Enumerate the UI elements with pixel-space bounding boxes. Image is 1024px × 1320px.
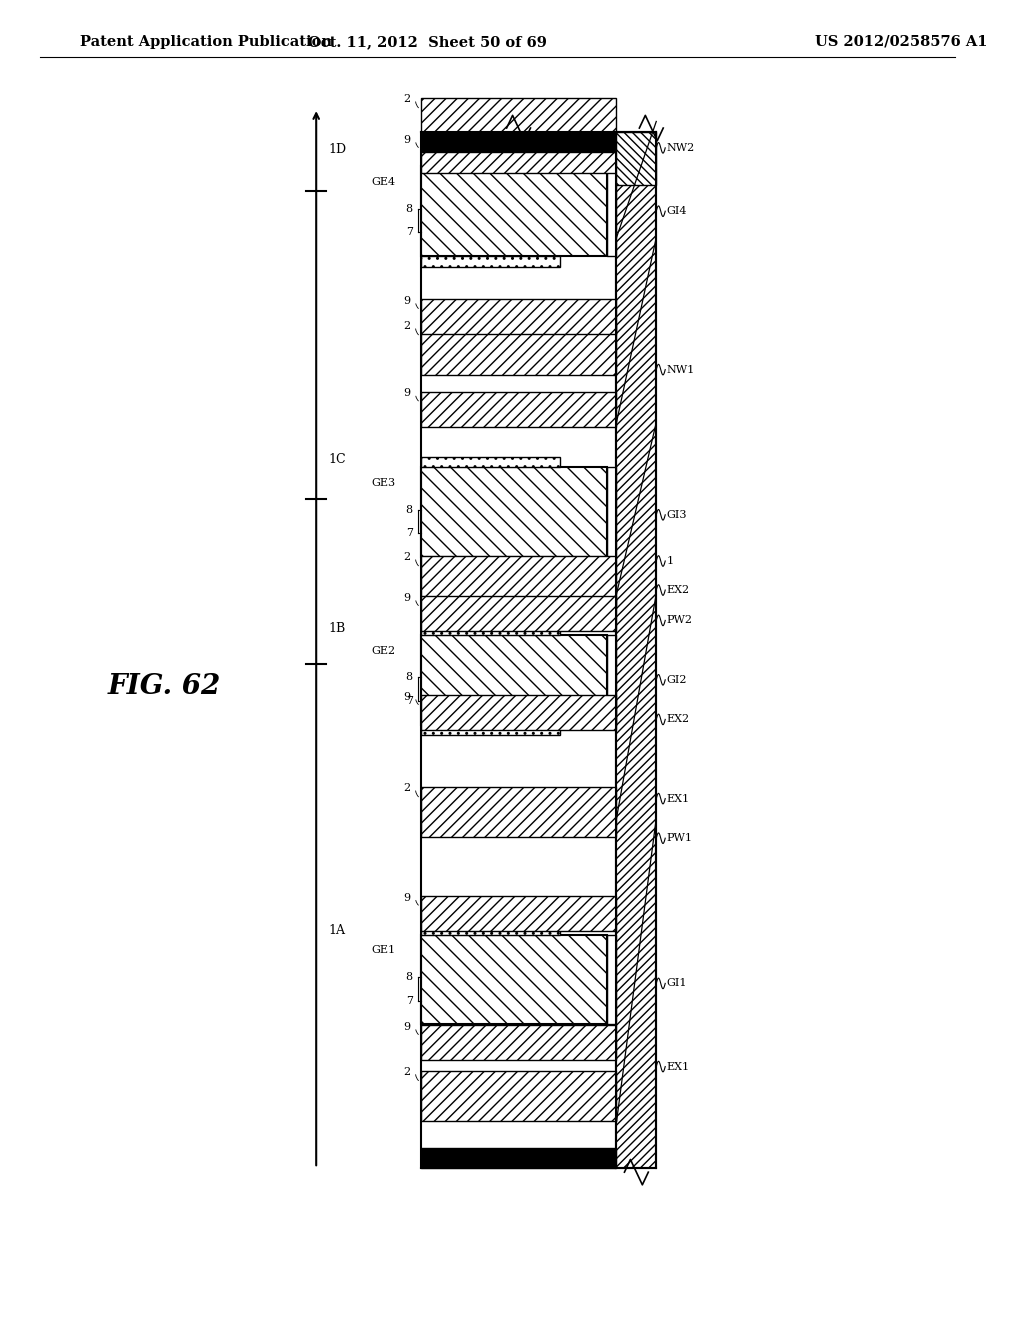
Bar <box>606 635 616 725</box>
Text: EX1: EX1 <box>667 793 689 804</box>
Bar <box>616 132 656 185</box>
Text: 7: 7 <box>406 227 413 238</box>
Text: FIG. 62: FIG. 62 <box>108 673 221 700</box>
Bar <box>606 166 616 256</box>
Bar <box>421 924 560 935</box>
Text: 7: 7 <box>406 995 413 1006</box>
Text: 2: 2 <box>403 552 411 562</box>
Text: 1D: 1D <box>328 143 346 156</box>
Text: EX1: EX1 <box>667 1061 689 1072</box>
Text: 8: 8 <box>406 672 413 682</box>
Bar <box>421 139 616 173</box>
Bar <box>421 1024 560 1035</box>
Bar <box>421 467 606 557</box>
Bar <box>616 132 656 1168</box>
Text: 1C: 1C <box>328 453 346 466</box>
Text: GI1: GI1 <box>667 978 687 989</box>
Text: 8: 8 <box>406 972 413 982</box>
Text: 1A: 1A <box>328 924 345 937</box>
Bar <box>421 256 560 267</box>
Text: GI3: GI3 <box>667 510 687 520</box>
Text: 7: 7 <box>406 528 413 539</box>
Text: 1: 1 <box>667 556 674 566</box>
Text: 2: 2 <box>403 1067 411 1077</box>
Text: PW2: PW2 <box>667 615 692 626</box>
Text: US 2012/0258576 A1: US 2012/0258576 A1 <box>815 34 988 49</box>
Text: GE3: GE3 <box>372 478 395 488</box>
Text: GE2: GE2 <box>372 645 395 656</box>
Bar <box>421 935 606 1024</box>
Text: 9: 9 <box>403 1022 411 1032</box>
Bar <box>421 325 616 375</box>
Bar <box>421 725 560 735</box>
Text: 9: 9 <box>403 135 411 145</box>
Text: GE4: GE4 <box>372 177 395 187</box>
Bar <box>421 457 560 467</box>
Text: EX2: EX2 <box>667 585 689 595</box>
Bar <box>421 597 616 631</box>
Text: Patent Application Publication: Patent Application Publication <box>80 34 332 49</box>
Bar <box>421 98 616 148</box>
Bar <box>421 392 616 426</box>
Text: 9: 9 <box>403 892 411 903</box>
Bar <box>421 132 616 152</box>
Text: EX2: EX2 <box>667 714 689 725</box>
Bar <box>421 696 616 730</box>
Text: GE1: GE1 <box>372 945 395 956</box>
Text: 2: 2 <box>403 94 411 104</box>
Bar <box>421 556 616 606</box>
Bar <box>421 1026 616 1060</box>
Text: NW1: NW1 <box>667 364 694 375</box>
Text: NW2: NW2 <box>667 143 694 153</box>
Bar <box>421 166 606 256</box>
Bar <box>606 935 616 1024</box>
Bar <box>421 624 560 635</box>
Text: 9: 9 <box>403 593 411 603</box>
Text: GI2: GI2 <box>667 675 687 685</box>
Text: 7: 7 <box>406 696 413 706</box>
Text: PW1: PW1 <box>667 833 692 843</box>
Text: 1B: 1B <box>328 622 345 635</box>
Text: 2: 2 <box>403 783 411 793</box>
Text: 9: 9 <box>403 388 411 399</box>
Bar <box>606 467 616 557</box>
Text: 9: 9 <box>403 296 411 306</box>
Text: 8: 8 <box>406 504 413 515</box>
Bar <box>421 1148 616 1168</box>
Bar <box>421 896 616 931</box>
Text: 9: 9 <box>403 692 411 702</box>
Text: 8: 8 <box>406 203 413 214</box>
Bar <box>421 156 560 166</box>
Bar <box>421 1071 616 1121</box>
Bar <box>421 557 560 568</box>
Text: Oct. 11, 2012  Sheet 50 of 69: Oct. 11, 2012 Sheet 50 of 69 <box>308 34 547 49</box>
Bar <box>421 635 606 725</box>
Text: GI4: GI4 <box>667 206 687 216</box>
Bar <box>421 300 616 334</box>
Bar <box>421 787 616 837</box>
Text: 2: 2 <box>403 321 411 331</box>
